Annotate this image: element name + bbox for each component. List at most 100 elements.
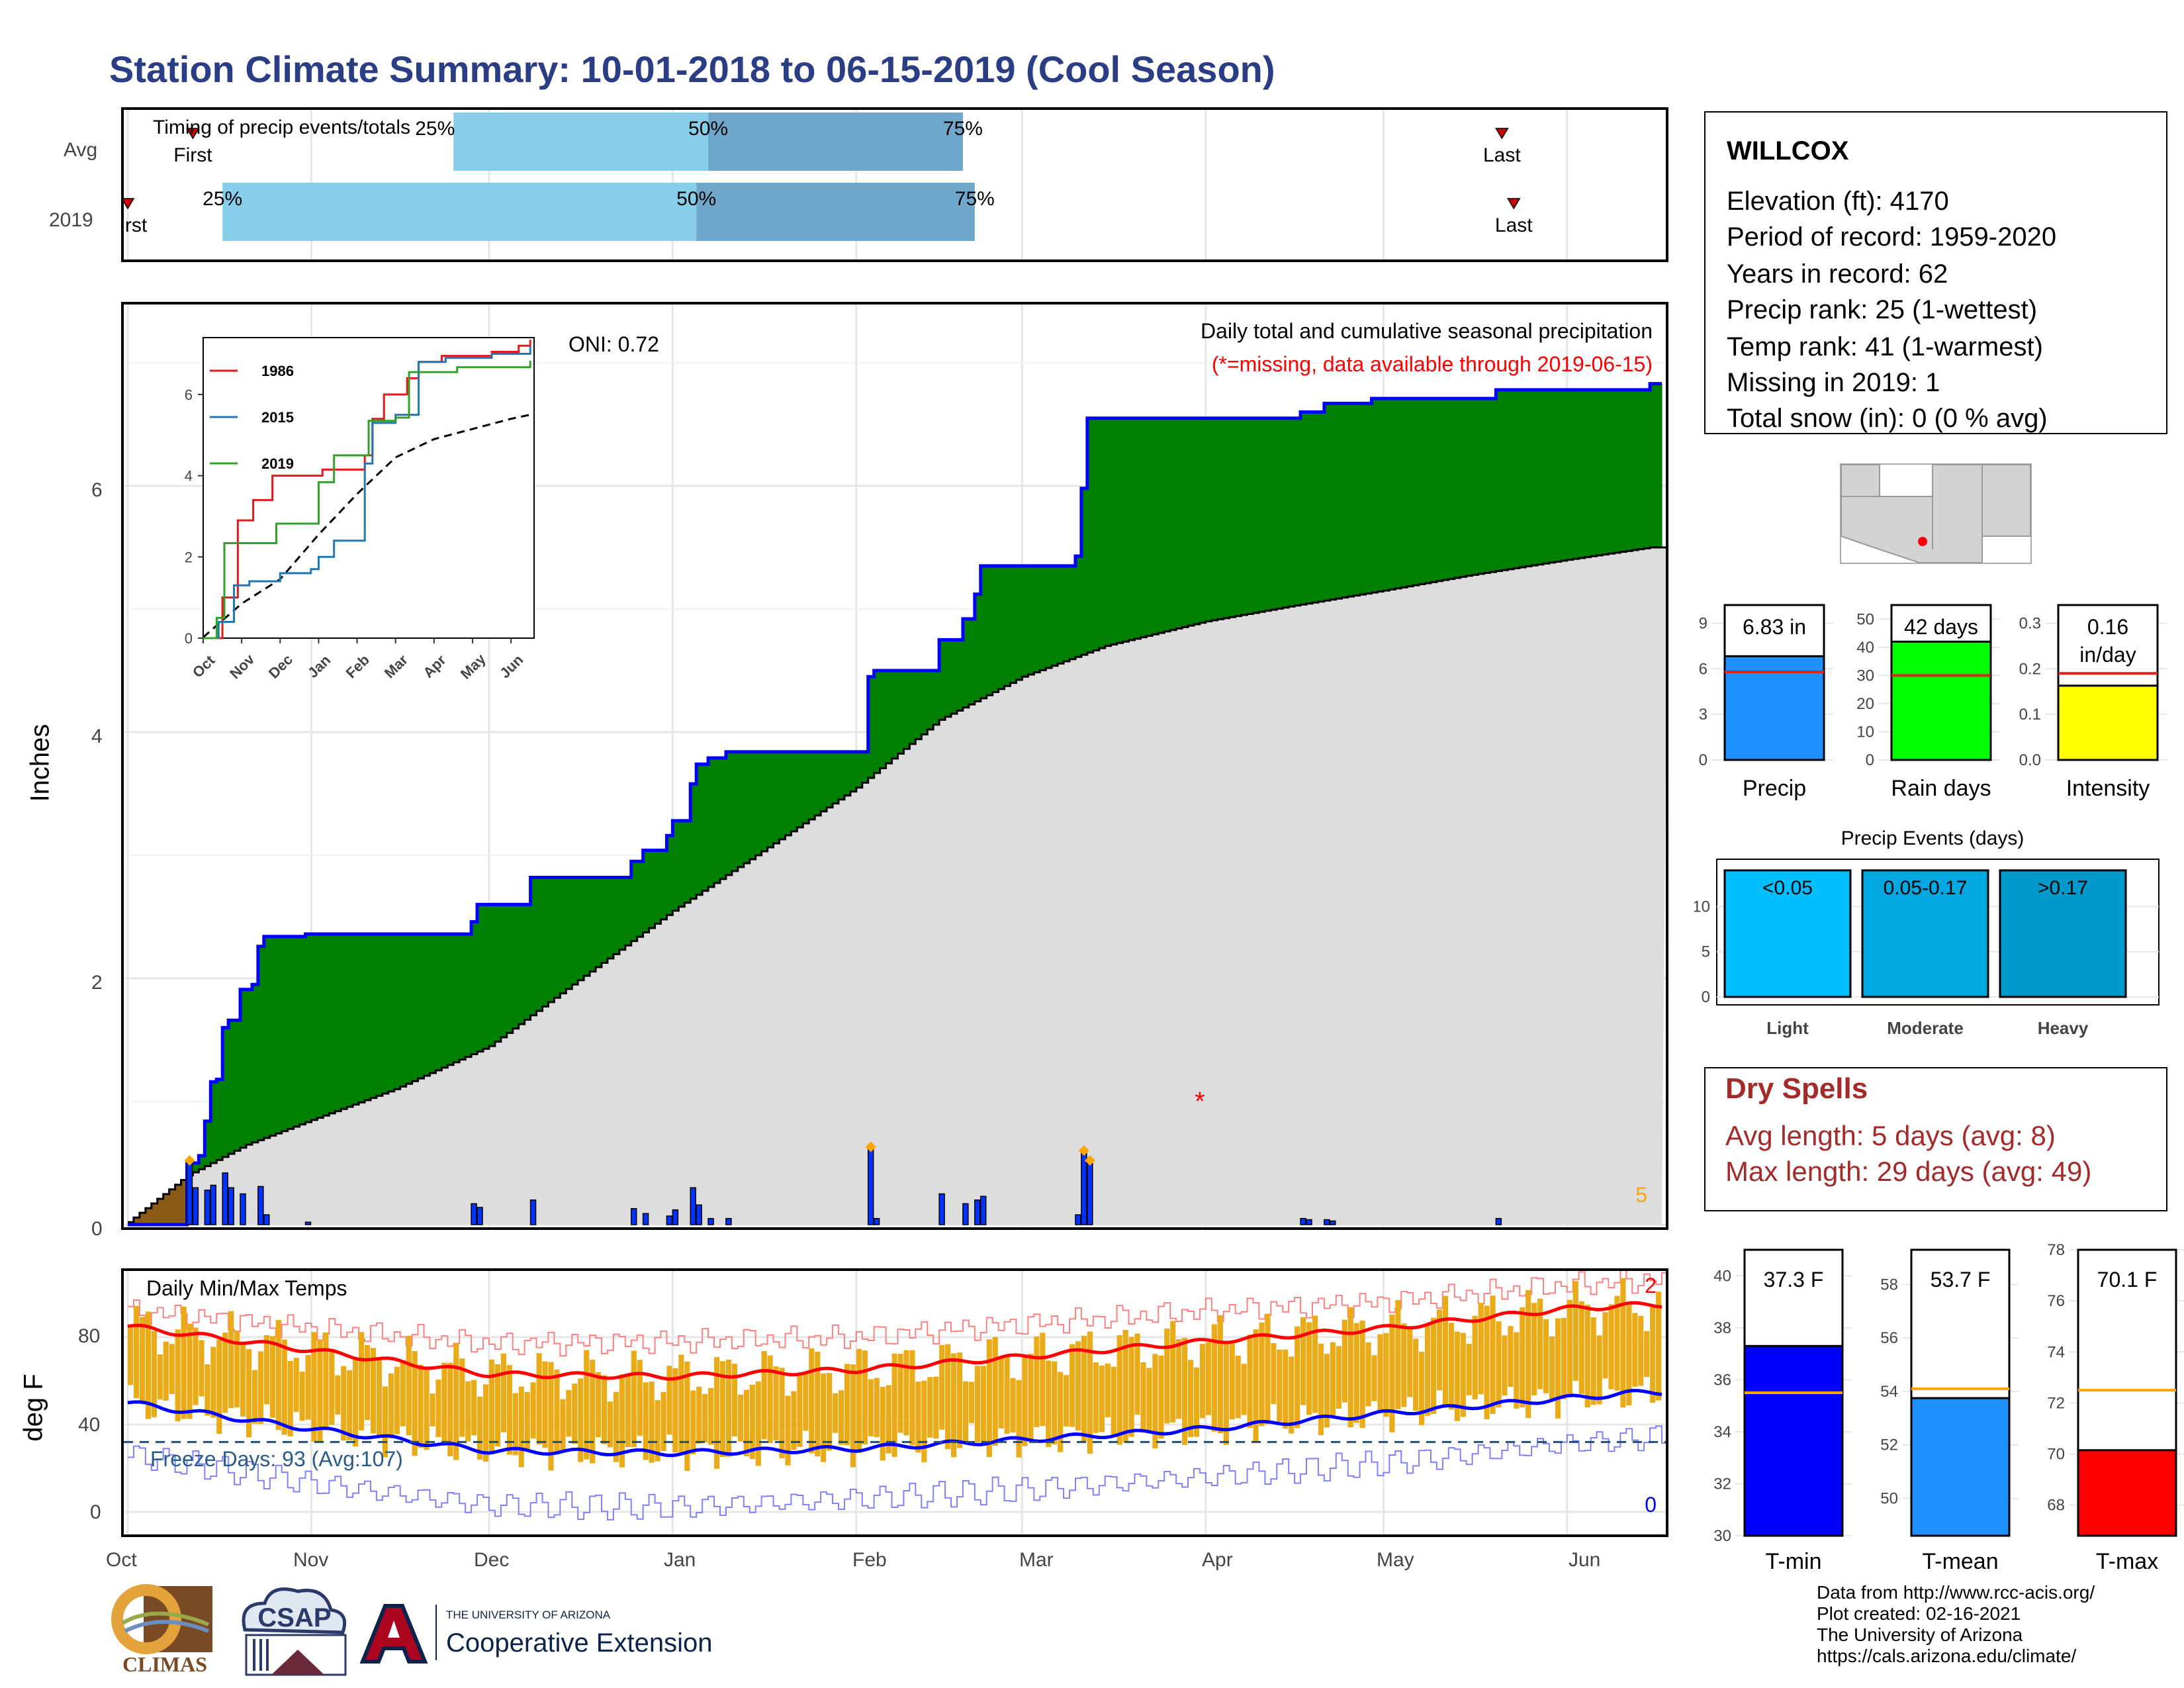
daily-temp-bar [1478, 1303, 1484, 1395]
daily-temp-bar [542, 1361, 548, 1448]
daily-precip-bar [304, 1221, 312, 1225]
events-bar-Heavy [1999, 869, 2127, 998]
normal-max-line [127, 1301, 1662, 1381]
precip-diff-segment [560, 877, 567, 994]
daily-temp-bar [424, 1369, 430, 1450]
mini-tick-label: 0.2 [2019, 660, 2041, 678]
precip-diff-segment [672, 820, 679, 911]
daily-temp-bar [488, 1359, 495, 1455]
precip-diff-segment [234, 1020, 241, 1151]
events-title: Precip Events (days) [1841, 827, 2025, 849]
precip-diff-segment [157, 1198, 164, 1225]
precip-diff-segment [263, 936, 271, 1138]
daily-temp-bar [1407, 1326, 1413, 1397]
temp-plot [124, 1271, 1666, 1521]
record-max-line [128, 1271, 1666, 1357]
daily-temp-bar [1371, 1355, 1377, 1401]
daily-temp-bar [240, 1344, 246, 1417]
precip-annotation-title: Daily total and cumulative seasonal prec… [1200, 319, 1653, 343]
precip-diff-segment [317, 934, 324, 1118]
precip-diff-segment [702, 764, 709, 891]
oni-label: ONI: 0.72 [569, 332, 659, 356]
tbar-value-label: 53.7 F [1931, 1268, 1991, 1291]
precip-diff-segment [731, 751, 739, 871]
mini-tick-label: 0 [1699, 751, 1707, 769]
precip-diff-segment [1419, 398, 1426, 585]
daily-temp-bar [1128, 1336, 1134, 1437]
precip-diff-segment [951, 639, 958, 714]
daily-temp-bar [1188, 1360, 1194, 1437]
daily-temp-bar [388, 1373, 394, 1438]
inset-xtick-label: Oct [189, 651, 218, 680]
daily-temp-bar [672, 1368, 678, 1453]
daily-temp-bar [903, 1350, 909, 1436]
precip-diff-segment [548, 877, 555, 1002]
inset-series-2019 [203, 360, 531, 639]
daily-temp-bar [435, 1380, 441, 1437]
temp-title: Daily Min/Max Temps [146, 1276, 347, 1300]
daily-temp-bar [257, 1351, 264, 1424]
daily-temp-bar [619, 1374, 625, 1468]
daily-temp-bar [560, 1399, 566, 1452]
daily-temp-bar [749, 1384, 755, 1460]
daily-temp-bar [773, 1366, 779, 1440]
precip-diff-segment [1484, 398, 1491, 573]
precip-diff-segment [886, 671, 893, 764]
precip-diff-segment [412, 934, 419, 1082]
daily-temp-bar [1259, 1322, 1265, 1427]
precip-diff-segment [690, 784, 697, 899]
precip-diff-segment [1330, 403, 1337, 600]
mini-bar-charts: 0 3 6 9 6.83 in Precip 0 10 20 30 40 50 42 days Rain … [1681, 583, 2184, 821]
record-min-line [128, 1425, 1666, 1521]
precip-diff-segment [1069, 565, 1076, 659]
precip-diff-segment [1472, 398, 1479, 575]
precip-diff-segment [465, 934, 472, 1057]
tbar-category-label: T-max [2096, 1549, 2158, 1574]
daily-temp-bar [193, 1327, 199, 1405]
inset-xtick-label: Nov [226, 651, 258, 682]
precip-diff-segment [809, 751, 815, 820]
inset-avg-line [203, 414, 531, 638]
daily-temp-bar [821, 1373, 827, 1462]
precip-diff-segment [151, 1203, 158, 1225]
precip-diff-segment [1561, 389, 1568, 561]
daily-temp-bar [1656, 1291, 1662, 1401]
precip-diff-segment [915, 671, 922, 739]
precip-diff-segment [1377, 398, 1384, 592]
daily-precip-bar [642, 1213, 649, 1225]
precip-peak-marker [865, 1141, 876, 1152]
daily-temp-bar [1401, 1323, 1407, 1407]
daily-temp-bar [572, 1383, 578, 1444]
freeze-days-label: Freeze Days: 93 (Avg:107) [150, 1447, 403, 1471]
daily-temp-bar [649, 1382, 655, 1463]
daily-temp-bar [157, 1354, 163, 1400]
x-month-jun: Jun [1569, 1549, 1601, 1571]
precip-diff-segment [578, 877, 584, 980]
precip-diff-segment [1496, 389, 1502, 571]
daily-temp-bar [1064, 1375, 1069, 1427]
daily-temp-bar [886, 1385, 891, 1454]
daily-temp-bar [856, 1348, 862, 1453]
daily-temp-bar [1105, 1363, 1111, 1418]
daily-temp-bar [1306, 1322, 1312, 1415]
daily-temp-bar [1572, 1281, 1578, 1382]
daily-temp-bar [163, 1341, 169, 1401]
tbar-tick-label: 30 [1713, 1527, 1731, 1545]
precip-diff-segment [856, 751, 863, 788]
timing-pct-25: 25% [415, 118, 455, 140]
daily-temp-bar [1608, 1304, 1614, 1389]
precip-diff-segment [1514, 389, 1520, 569]
precip-diff-segment [821, 751, 827, 812]
precip-diff-segment [1176, 418, 1183, 629]
temp-svg [124, 1271, 1666, 1534]
precip-diff-segment [607, 877, 614, 959]
precip-diff-segment [874, 671, 881, 773]
daily-temp-bar [1040, 1333, 1046, 1427]
precip-diff-segment [281, 936, 289, 1131]
daily-temp-bar [287, 1361, 293, 1436]
timing-pct-75: 75% [955, 188, 995, 210]
mini-tick-label: 3 [1699, 706, 1707, 724]
precip-diff-segment [1466, 398, 1473, 576]
daily-temp-bar [151, 1331, 157, 1417]
daily-temp-bar [1075, 1341, 1081, 1431]
